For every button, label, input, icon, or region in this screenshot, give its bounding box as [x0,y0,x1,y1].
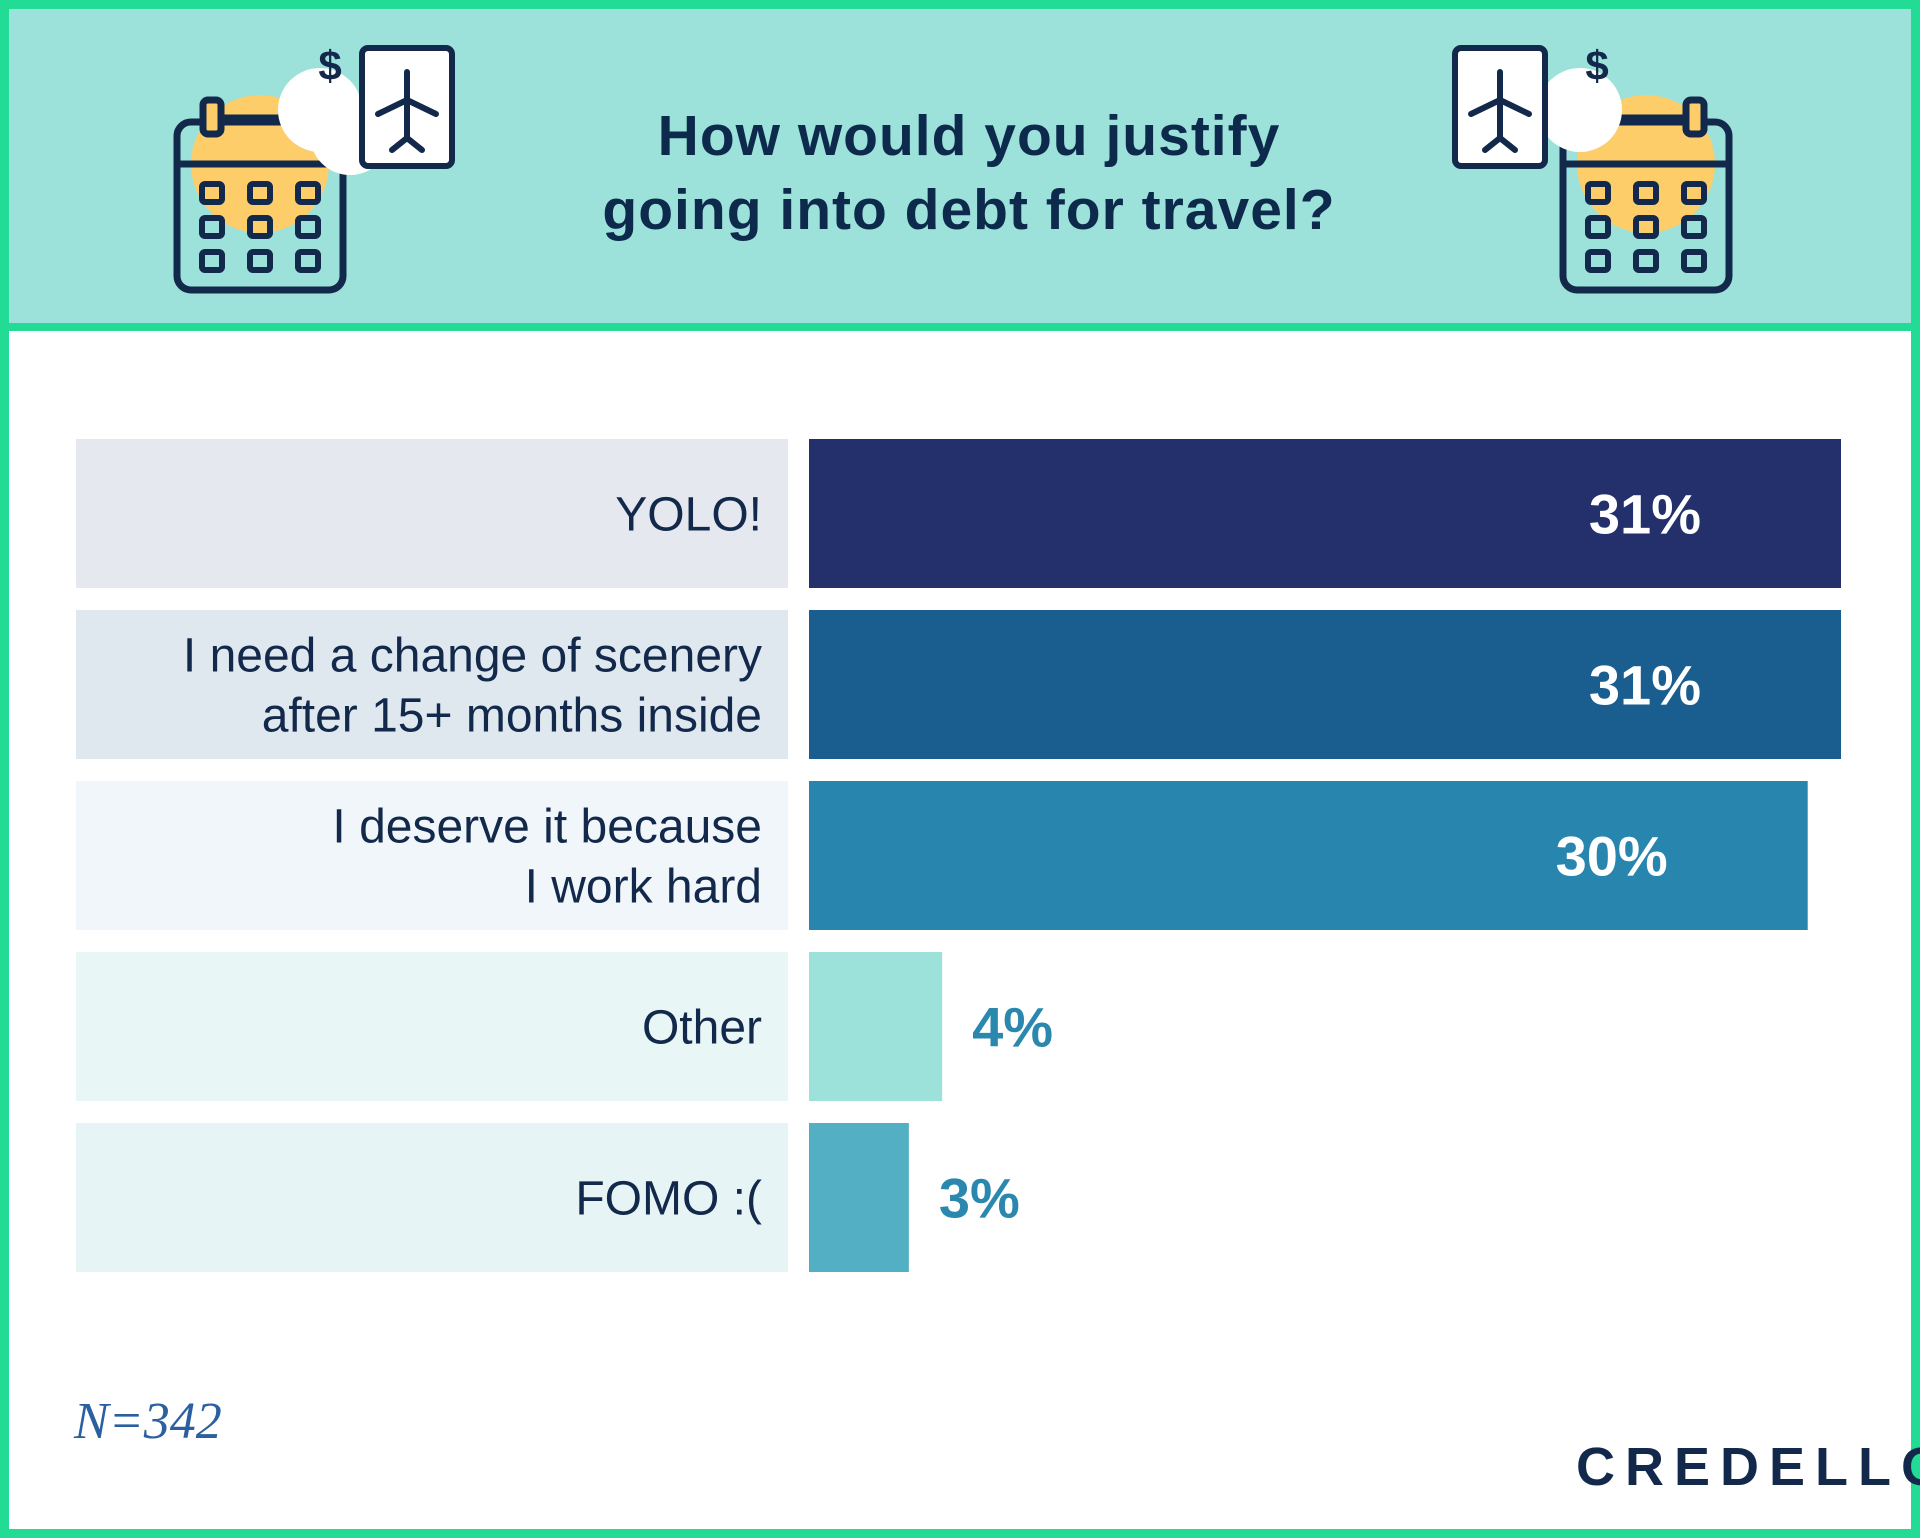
svg-text:$: $ [318,42,341,89]
travel-icon-group-left: $ [173,42,455,294]
dollar-icon: $ [1538,42,1622,152]
category-label: after 15+ months inside [262,690,762,743]
bar [809,610,1841,759]
category-label: FOMO :( [575,1173,762,1226]
brand-logo: CREDELLO [1576,1437,1920,1497]
airplane-icon [310,45,455,175]
svg-text:$: $ [1585,42,1608,89]
category-label-bg [76,1123,788,1272]
category-label-bg [76,610,788,759]
data-label: 31% [1589,483,1701,546]
travel-icon-group-right: $ [1452,42,1733,294]
category-label: I work hard [525,861,762,914]
chart-title: How would you justify going into debt fo… [602,104,1336,242]
data-label: 4% [972,996,1053,1059]
data-label: 31% [1589,654,1701,717]
category-label: I deserve it because [332,801,762,854]
bar [809,1123,909,1272]
header-banner: How would you justify going into debt fo… [9,9,1911,331]
category-label: I need a change of scenery [183,630,762,683]
category-label-bg [76,781,788,930]
bar [809,952,943,1101]
category-label-bg [76,952,788,1101]
airplane-icon [1452,45,1548,169]
bar [809,439,1841,588]
data-label: 3% [939,1167,1020,1230]
sample-size-note: N=342 [74,1393,222,1450]
category-label: YOLO! [615,489,762,542]
data-label: 30% [1556,825,1668,888]
category-label: Other [642,1002,762,1055]
category-label-bg [76,439,788,588]
bar [809,781,1808,930]
